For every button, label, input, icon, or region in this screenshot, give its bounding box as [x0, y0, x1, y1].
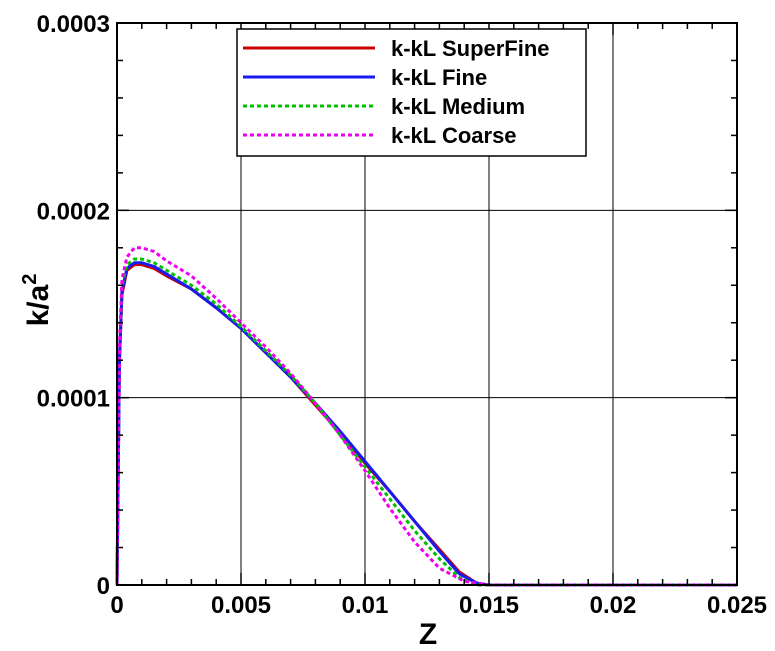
legend-label-2: k-kL Fine [391, 65, 487, 90]
axis-ticks: 0 0.005 0.01 0.015 0.02 0.025 0 0.0001 0.0002 0.0… [37, 11, 767, 619]
series-line-3 [115, 257, 737, 587]
x-tick-label: 0.02 [590, 592, 637, 619]
y-axis-label-superscript: 2 [19, 274, 41, 285]
x-axis-label: Z [419, 618, 437, 651]
y-tick-label: 0 [97, 573, 110, 600]
y-axis-label-base: k/a [22, 284, 55, 326]
y-tick-label: 0.0003 [37, 11, 110, 38]
legend-label-4: k-kL Coarse [391, 123, 517, 148]
x-tick-label: 0.015 [459, 592, 519, 619]
legend-label-3: k-kL Medium [391, 94, 525, 119]
x-tick-label: 0.025 [707, 592, 767, 619]
series-line-4 [115, 246, 737, 587]
x-tick-label: 0 [110, 592, 123, 619]
legend: k-kL SuperFine k-kL Fine k-kL Medium k-kL C… [236, 28, 587, 157]
y-axis-label: k/a2 [19, 274, 55, 327]
series-lines [115, 246, 737, 587]
plot-frame [116, 22, 738, 586]
y-tick-label: 0.0001 [37, 386, 110, 413]
x-tick-label: 0.005 [211, 592, 271, 619]
legend-label-1: k-kL SuperFine [391, 36, 550, 61]
x-tick-label: 0.01 [342, 592, 389, 619]
series-line-2 [115, 261, 737, 587]
y-tick-label: 0.0002 [37, 198, 110, 225]
